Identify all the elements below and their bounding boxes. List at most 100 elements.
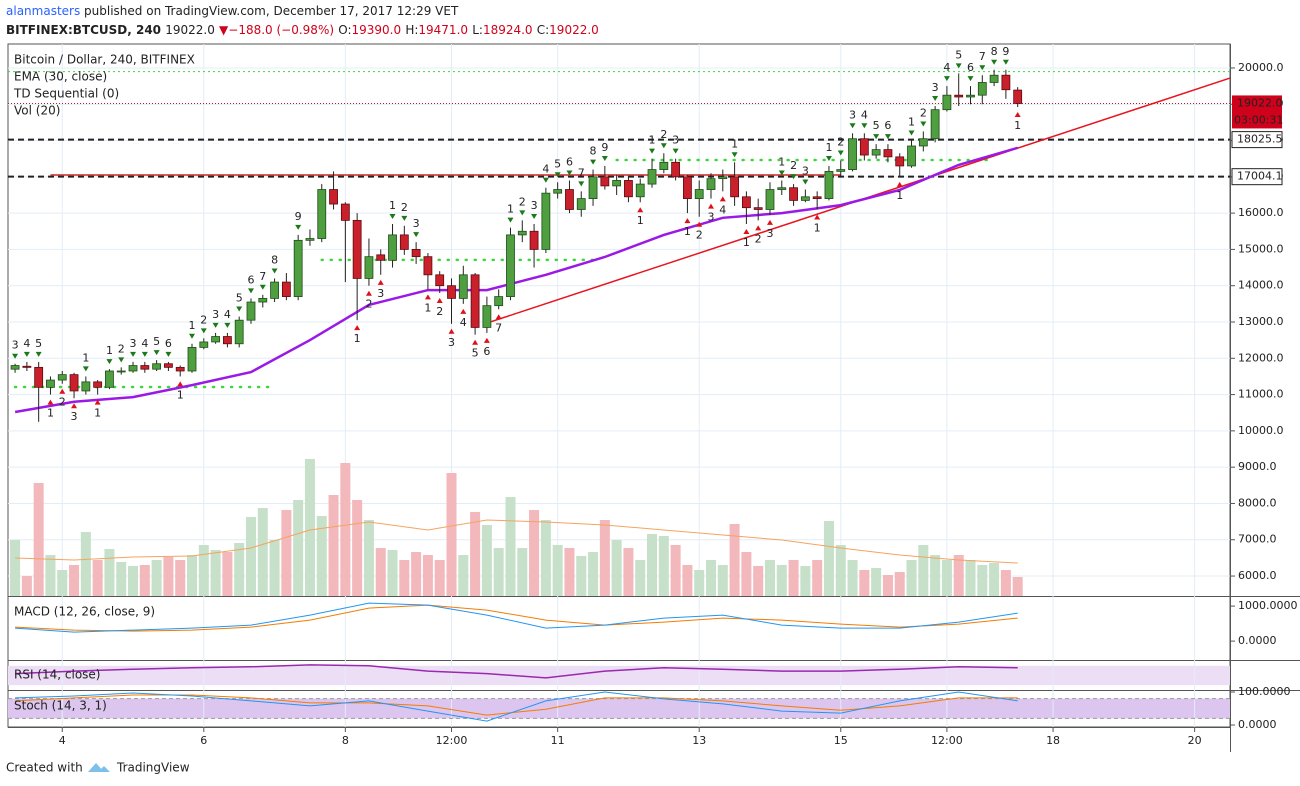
td-marker [189, 333, 196, 339]
countdown: 03:00:31 [1234, 113, 1283, 126]
volume-bar [930, 555, 941, 596]
volume-bar [210, 550, 221, 596]
td-label: 2 [790, 159, 797, 172]
candle-body [46, 379, 55, 388]
volume-bar [128, 566, 139, 596]
last-price-badge [1232, 95, 1282, 129]
td-marker [908, 130, 915, 136]
published: published on TradingView.com, December 1… [84, 4, 459, 18]
candle-body [435, 274, 445, 287]
td-label: 2 [365, 298, 372, 311]
rsi-band [8, 665, 1230, 686]
plot-frame [7, 43, 1231, 728]
footer-brand[interactable]: TradingView [116, 761, 190, 775]
td-marker [672, 148, 679, 154]
candle-body [730, 176, 739, 198]
td-label: 5 [236, 292, 243, 305]
volume-bar [623, 548, 634, 596]
candle-body [753, 207, 763, 210]
td-label: 3 [708, 211, 715, 224]
last: 19022.0 [165, 23, 215, 37]
volume-bar [328, 495, 339, 596]
volume-bar [493, 548, 504, 596]
td-marker [731, 152, 738, 158]
td-label: 1 [177, 388, 184, 401]
volume-bar [293, 500, 304, 596]
candle-body [34, 366, 44, 388]
td-marker [47, 399, 54, 405]
td-marker [82, 366, 89, 372]
last-price-label: 19022.0 [1237, 96, 1283, 109]
td-label: 1 [743, 236, 750, 249]
td-marker [601, 155, 608, 161]
td-label: 4 [224, 308, 231, 321]
td-marker [696, 221, 703, 227]
td-label: 1 [354, 332, 361, 345]
candle-body [128, 365, 138, 372]
h-label: H: [405, 23, 418, 37]
td-label: 3 [12, 339, 19, 352]
volume-bar [588, 552, 599, 596]
td-label: 2 [59, 396, 66, 409]
change: −188.0 (−0.98%) [228, 23, 334, 37]
candle-body [918, 138, 928, 147]
candle-body [211, 336, 220, 343]
candle-body [258, 298, 268, 303]
candle-body [694, 189, 704, 200]
candle-body [553, 189, 563, 194]
volume-bar [682, 565, 693, 596]
td-marker [873, 134, 880, 140]
volume-bar [658, 536, 669, 596]
candle-body [907, 145, 916, 167]
candle-body [612, 180, 622, 187]
td-label: 3 [71, 410, 78, 423]
volume-bar [706, 560, 717, 596]
candle-body [989, 74, 999, 83]
y-tick-label: 16000.0 [1238, 206, 1284, 219]
volume-bar [399, 560, 410, 596]
volume-bar [529, 510, 540, 596]
td-marker [802, 179, 809, 185]
td-label: 9 [601, 141, 608, 154]
td-marker [118, 357, 125, 363]
td-marker [472, 339, 479, 345]
td-marker [377, 279, 384, 285]
td-label: 2 [660, 128, 667, 141]
candle-body [812, 196, 822, 200]
volume-bar [953, 555, 964, 596]
volume-bar [316, 516, 327, 596]
td-label: 1 [389, 199, 396, 212]
td-label: 3 [531, 199, 538, 212]
volume-bar [422, 555, 433, 596]
td-marker [224, 322, 231, 328]
candle-body [93, 381, 103, 388]
legend-stoch: Stoch (14, 3, 1) [14, 699, 107, 713]
td-label: 1 [507, 203, 514, 216]
td-label: 5 [873, 119, 880, 132]
td-marker [35, 351, 42, 357]
x-tick-label: 12:00 [931, 734, 963, 747]
y-tick-label: 10000.0 [1238, 424, 1284, 437]
candle-body [966, 94, 975, 98]
td-marker [71, 403, 78, 409]
volume-bar [823, 521, 834, 596]
td-marker [1014, 112, 1021, 118]
candle-body [506, 234, 515, 297]
y-tick-label: 7000.0 [1238, 533, 1277, 546]
td-label: 8 [991, 45, 998, 58]
x-tick-label: 15 [834, 734, 848, 747]
td-label: 6 [483, 345, 490, 358]
volume-bar [245, 517, 256, 596]
td-label: 1 [778, 155, 785, 168]
td-label: 5 [153, 335, 160, 348]
author[interactable]: alanmasters [6, 4, 80, 18]
candle-body [836, 169, 846, 172]
volume-bar [69, 565, 80, 596]
candle-body [942, 94, 952, 111]
td-label: 3 [377, 287, 384, 300]
td-marker [424, 294, 431, 300]
td-label: 1 [896, 189, 903, 202]
legend-ema: EMA (30, close) [14, 70, 107, 84]
td-label: 1 [908, 116, 915, 129]
candle-body [848, 138, 857, 170]
